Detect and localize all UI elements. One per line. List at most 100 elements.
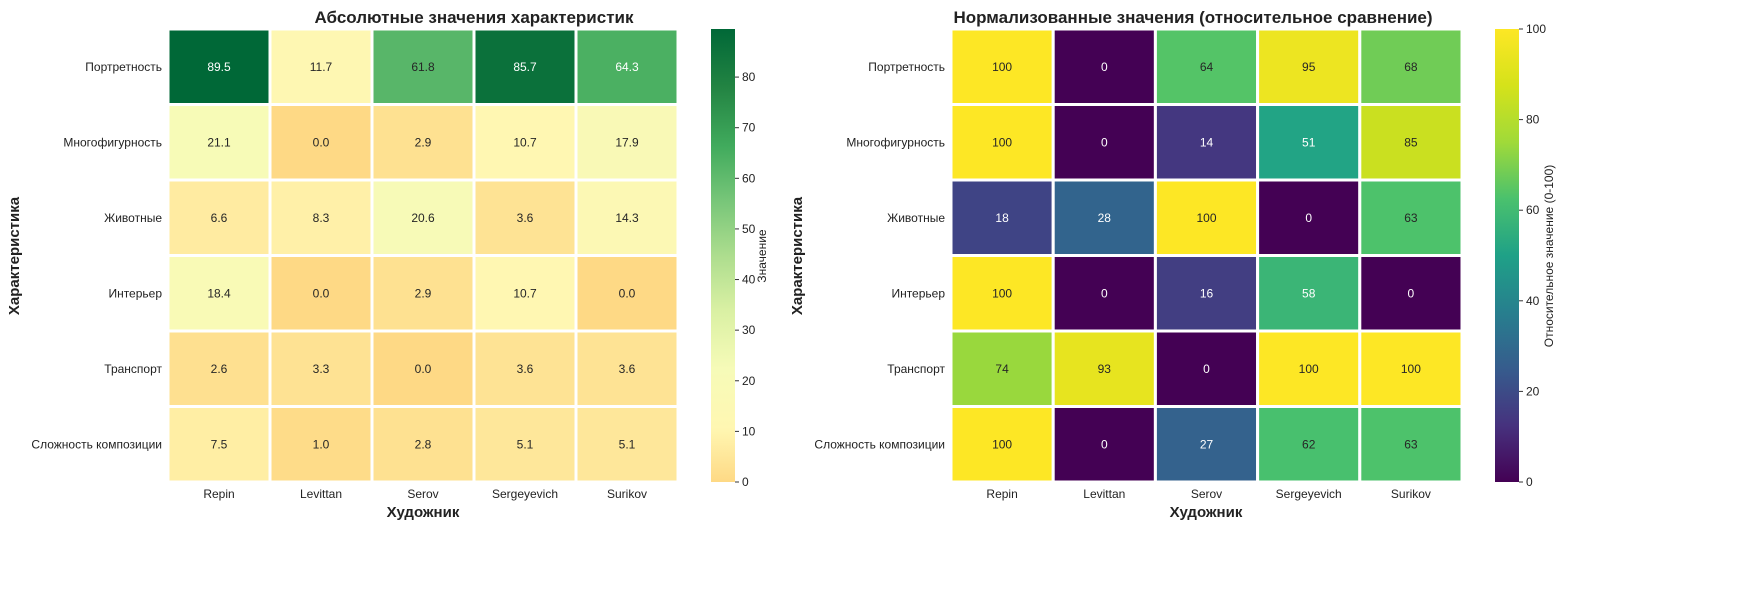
colorbar-tick-label: 40 xyxy=(1526,294,1540,308)
heatmap-cell xyxy=(472,405,578,484)
colorbar-ticks-absolute: 0 10 20 30 40 50 60 70 80 xyxy=(735,70,756,489)
cell-value-label: 95 xyxy=(1302,60,1316,74)
heatmap-cell xyxy=(268,254,374,333)
cell-value-label: 100 xyxy=(992,60,1012,74)
y-tick-label: Сложность композиции xyxy=(31,437,162,451)
heatmap-cell xyxy=(1358,329,1464,408)
y-tick-label: Животные xyxy=(104,211,162,225)
cell-value-label: 3.3 xyxy=(313,362,330,376)
cell-value-label: 0 xyxy=(1101,135,1108,149)
cell-value-label: 2.6 xyxy=(211,362,228,376)
cell-value-label: 21.1 xyxy=(207,135,231,149)
heatmap-absolute: Абсолютные значения характеристик 89.5 11… xyxy=(6,8,769,521)
colorbar-tick-label: 10 xyxy=(742,424,756,438)
cell-value-label: 0 xyxy=(1101,286,1108,300)
cell-value-label: 64.3 xyxy=(615,60,639,74)
cell-value-label: 85.7 xyxy=(513,60,537,74)
cell-value-label: 6.6 xyxy=(211,211,228,225)
heatmap-cell xyxy=(1051,405,1157,484)
colorbar-tick-label: 0 xyxy=(742,475,749,489)
y-tick-labels-absolute: Портретность Многофигурность Животные Интер… xyxy=(31,60,162,452)
x-tick-label: Surikov xyxy=(607,487,647,501)
heatmap-cell xyxy=(370,103,476,182)
cell-value-label: 5.1 xyxy=(517,437,534,451)
colorbar-tick-label: 70 xyxy=(742,121,756,135)
heatmap-cell xyxy=(166,27,272,106)
cell-value-label: 0 xyxy=(1305,211,1312,225)
chart-title-normalized: Нормализованные значения (относительное … xyxy=(953,8,1432,27)
cell-value-label: 100 xyxy=(992,437,1012,451)
heatmap-cell xyxy=(1153,329,1260,408)
y-tick-label: Многофигурность xyxy=(846,135,945,149)
cell-value-label: 100 xyxy=(1299,362,1319,376)
cell-value-label: 68 xyxy=(1404,60,1418,74)
heatmap-cell xyxy=(1256,27,1362,106)
heatmap-cell xyxy=(1256,405,1362,484)
heatmap-cell xyxy=(949,254,1055,333)
colorbar-tick-label: 20 xyxy=(742,374,756,388)
heatmap-cells-absolute: 89.5 11.7 61.8 85.7 64.3 21.1 0.0 2.9 10.7 17.9 6.… xyxy=(166,27,680,484)
colorbar-gradient-absolute xyxy=(711,29,735,482)
cell-value-label: 62 xyxy=(1302,437,1316,451)
cell-value-label: 0.0 xyxy=(313,286,330,300)
chart-title-absolute: Абсолютные значения характеристик xyxy=(315,8,634,27)
cell-value-label: 100 xyxy=(1196,211,1216,225)
x-tick-label: Sergeyevich xyxy=(1276,487,1342,501)
y-tick-label: Многофигурность xyxy=(63,135,162,149)
x-axis-label-absolute: Художник xyxy=(387,504,460,521)
cell-value-label: 61.8 xyxy=(411,60,435,74)
heatmap-cell xyxy=(472,178,578,257)
cell-value-label: 100 xyxy=(992,135,1012,149)
cell-value-label: 2.8 xyxy=(415,437,432,451)
y-tick-label: Портретность xyxy=(85,60,162,74)
y-tick-label: Животные xyxy=(887,211,945,225)
cell-value-label: 8.3 xyxy=(313,211,330,225)
colorbar-tick-label: 60 xyxy=(742,171,756,185)
heatmap-cells-normalized: 100 0 64 95 68 100 0 14 51 85 18 28 100 0 63 100 0 16 58 0 7… xyxy=(949,27,1464,484)
heatmap-cell xyxy=(166,103,272,182)
heatmap-cell xyxy=(949,329,1055,408)
cell-value-label: 2.9 xyxy=(415,286,432,300)
cell-value-label: 0.0 xyxy=(313,135,330,149)
colorbar-normalized: 0 20 40 60 80 100 Относительное значение (0-1… xyxy=(1495,22,1556,489)
heatmap-cell xyxy=(574,254,680,333)
colorbar-tick-label: 20 xyxy=(1526,384,1540,398)
colorbar-tick-label: 0 xyxy=(1526,475,1533,489)
cell-value-label: 10.7 xyxy=(513,135,537,149)
heatmap-cell xyxy=(166,329,272,408)
heatmap-cell xyxy=(1358,27,1464,106)
cell-value-label: 64 xyxy=(1200,60,1214,74)
x-tick-labels-normalized: Repin Levittan Serov Sergeyevich Surikov xyxy=(986,487,1430,501)
cell-value-label: 2.9 xyxy=(415,135,432,149)
heatmap-cell xyxy=(1051,254,1157,333)
cell-value-label: 3.6 xyxy=(517,211,534,225)
colorbar-tick-label: 40 xyxy=(742,273,756,287)
cell-value-label: 16 xyxy=(1200,286,1214,300)
y-tick-label: Сложность композиции xyxy=(814,437,945,451)
y-tick-label: Интерьер xyxy=(108,286,162,300)
cell-value-label: 85 xyxy=(1404,135,1418,149)
cell-value-label: 63 xyxy=(1404,437,1418,451)
x-tick-label: Serov xyxy=(1191,487,1222,501)
cell-value-label: 10.7 xyxy=(513,286,537,300)
y-tick-label: Интерьер xyxy=(891,286,945,300)
cell-value-label: 5.1 xyxy=(619,437,636,451)
colorbar-ticks-normalized: 0 20 40 60 80 100 xyxy=(1519,22,1546,489)
heatmap-cell xyxy=(1153,27,1260,106)
x-tick-label: Levittan xyxy=(1083,487,1125,501)
x-tick-labels-absolute: Repin Levittan Serov Sergeyevich Surikov xyxy=(203,487,647,501)
cell-value-label: 18.4 xyxy=(207,286,231,300)
cell-value-label: 14 xyxy=(1200,135,1214,149)
x-axis-label-normalized: Художник xyxy=(1170,504,1243,521)
y-tick-label: Транспорт xyxy=(104,362,162,376)
cell-value-label: 14.3 xyxy=(615,211,639,225)
cell-value-label: 63 xyxy=(1404,211,1418,225)
heatmap-cell xyxy=(574,405,680,484)
heatmap-cell xyxy=(1358,405,1464,484)
cell-value-label: 89.5 xyxy=(207,60,231,74)
cell-value-label: 0.0 xyxy=(619,286,636,300)
heatmap-cell xyxy=(166,254,272,333)
cell-value-label: 58 xyxy=(1302,286,1316,300)
x-tick-label: Serov xyxy=(407,487,438,501)
x-tick-label: Surikov xyxy=(1391,487,1431,501)
